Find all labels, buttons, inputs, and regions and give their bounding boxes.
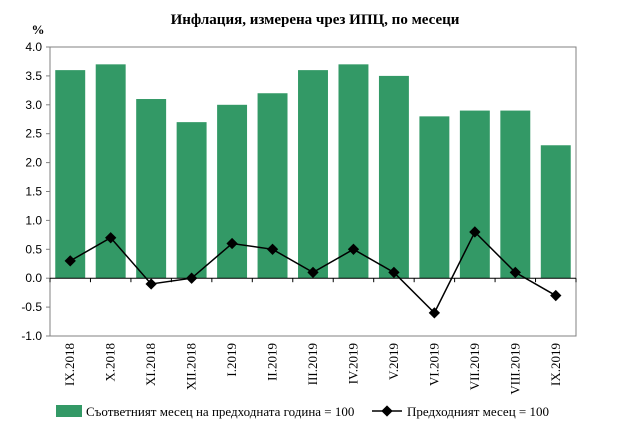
x-tick-label: IX.2019 (548, 343, 563, 386)
y-tick-label: -0.5 (21, 300, 42, 314)
y-tick-label: 0.5 (25, 242, 42, 256)
legend: Съответният месец на предходната година … (56, 404, 549, 419)
x-tick-label: X.2018 (103, 343, 118, 382)
y-tick-label: 1.5 (25, 185, 42, 199)
y-tick-label: 4.0 (25, 40, 42, 54)
line-point-marker (388, 266, 400, 279)
bar (55, 70, 86, 279)
legend-swatch-bars (56, 405, 82, 417)
bar (540, 145, 571, 279)
bar (95, 64, 126, 279)
bar (136, 99, 167, 279)
x-tick-label: I.2019 (224, 343, 239, 377)
legend-label-line: Предходният месец = 100 (407, 404, 549, 419)
line-point-marker (145, 278, 157, 290)
bar (176, 122, 207, 279)
x-axis-labels: IX.2018 X.2018 XI.2018 XII.2018 I.2019 II.201… (62, 343, 563, 395)
bar-series (55, 64, 571, 279)
x-axis-ticks (49, 278, 577, 283)
line-point-marker (428, 307, 441, 319)
bar (419, 116, 450, 279)
legend-label-bars: Съответният месец на предходната година … (86, 404, 354, 419)
bar (298, 70, 328, 279)
x-tick-label: IX.2018 (62, 343, 77, 386)
y-tick-label: 2.0 (25, 156, 42, 170)
bar (217, 104, 248, 279)
line-point-marker (469, 226, 481, 238)
y-tick-label: -1.0 (21, 329, 42, 343)
y-axis-unit: % (32, 22, 45, 37)
x-tick-label: III.2019 (305, 343, 320, 385)
bar (338, 64, 369, 279)
chart-title: Инфлация, измерена чрез ИПЦ, по месеци (171, 12, 460, 28)
line-point-marker (550, 289, 562, 302)
x-tick-label: XII.2018 (184, 343, 199, 390)
bar (500, 110, 531, 279)
y-tick-label: 3.0 (25, 98, 42, 112)
y-tick-label: 3.5 (25, 69, 42, 83)
line-point-marker (226, 237, 238, 250)
line-point-marker (185, 272, 198, 284)
x-tick-label: IV.2019 (345, 343, 360, 384)
bar (378, 75, 409, 279)
x-tick-label: II.2019 (265, 343, 280, 381)
y-tick-label: 1.0 (25, 213, 42, 227)
line-point-marker (509, 266, 521, 279)
legend-marker-icon (381, 405, 393, 417)
x-tick-label: VI.2019 (426, 343, 441, 386)
y-tick-label: 2.5 (25, 127, 42, 141)
line-point-marker (266, 243, 279, 255)
line-point-marker (347, 243, 360, 255)
x-tick-label: VII.2019 (467, 343, 482, 390)
y-tick-label: 0.0 (25, 271, 42, 285)
x-tick-label: XI.2018 (143, 343, 158, 386)
x-tick-label: VIII.2019 (507, 343, 522, 395)
y-axis: 4.0 3.5 3.0 2.5 2.0 1.5 1.0 0.5 0.0 -0.5 -1.0 (21, 40, 50, 343)
line-point-marker (307, 266, 319, 279)
x-tick-label: V.2019 (386, 343, 401, 380)
